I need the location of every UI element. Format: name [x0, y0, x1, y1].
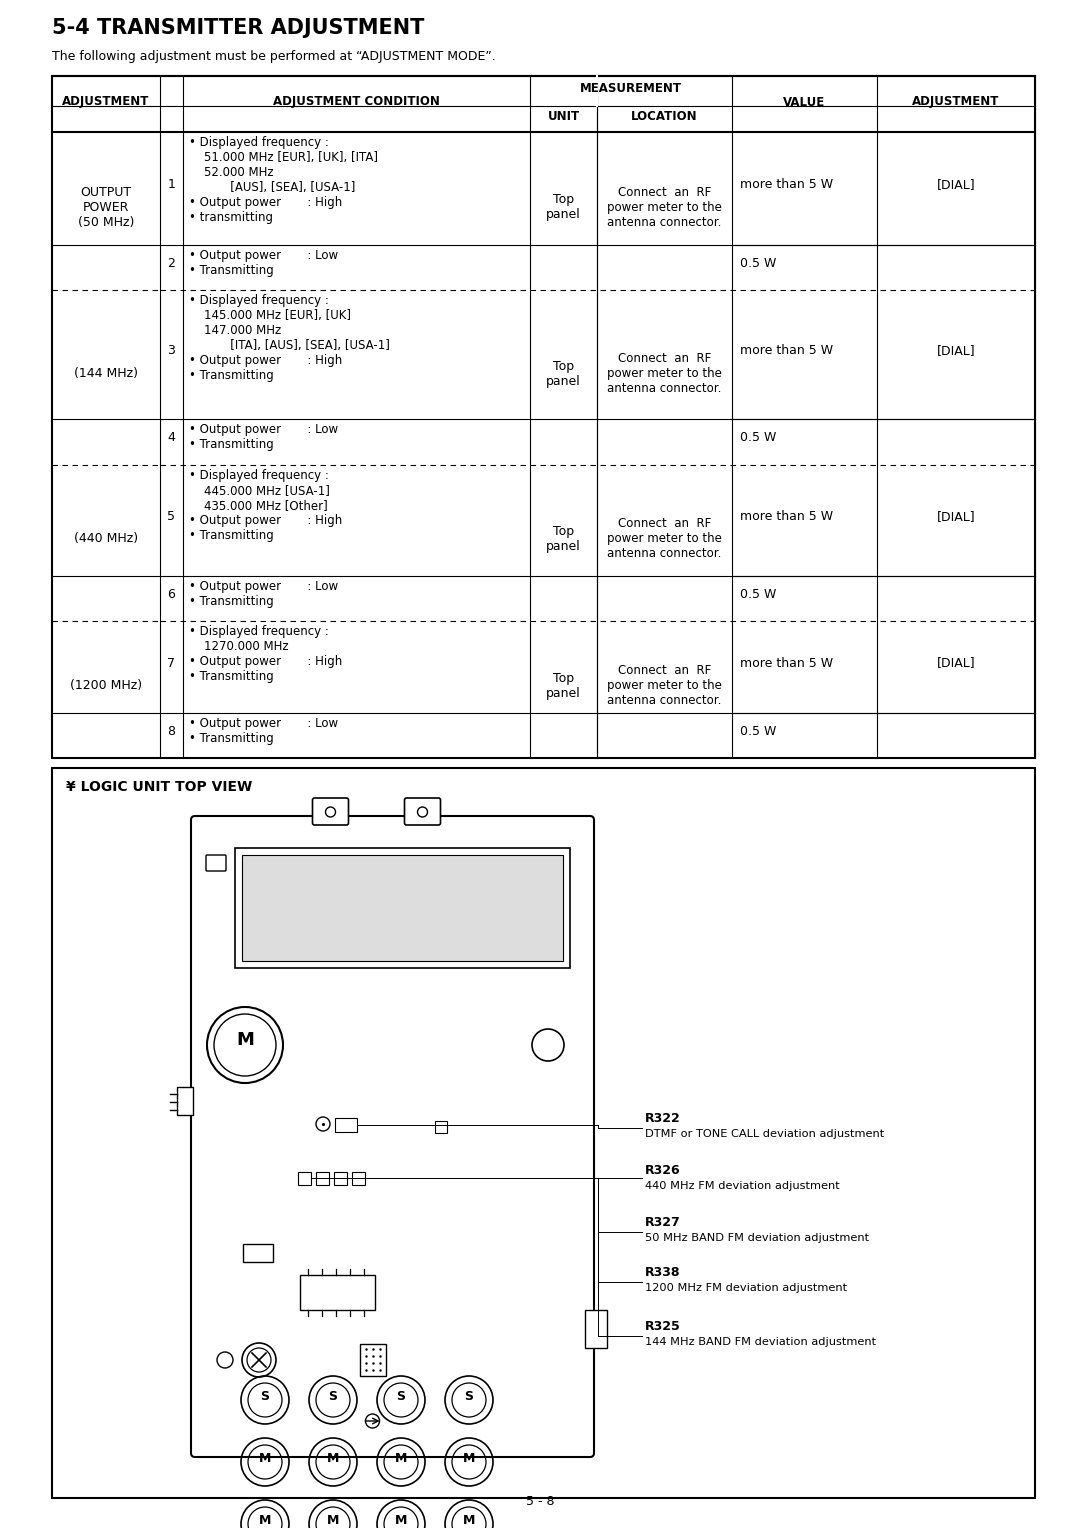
Text: S: S	[328, 1389, 337, 1403]
FancyBboxPatch shape	[312, 798, 349, 825]
Text: 6: 6	[167, 588, 175, 601]
Text: R327: R327	[645, 1216, 680, 1229]
Text: Top
panel: Top panel	[546, 672, 581, 700]
Bar	[360, 1345, 386, 1377]
Text: LOCATION: LOCATION	[631, 110, 698, 124]
Bar	[52, 76, 1035, 758]
Text: 5: 5	[167, 510, 175, 523]
Bar	[585, 1309, 607, 1348]
Text: more than 5 W: more than 5 W	[740, 344, 833, 358]
Text: • Output power       : Low
• Transmitting: • Output power : Low • Transmitting	[189, 581, 338, 608]
Text: S: S	[260, 1389, 270, 1403]
Text: 1200 MHz FM deviation adjustment: 1200 MHz FM deviation adjustment	[645, 1284, 847, 1293]
Bar	[435, 1122, 447, 1132]
Text: 1: 1	[167, 179, 175, 191]
Text: M: M	[327, 1452, 339, 1464]
FancyBboxPatch shape	[206, 856, 226, 871]
Text: 3: 3	[167, 344, 175, 358]
Text: Top
panel: Top panel	[546, 359, 581, 388]
Bar	[298, 1172, 311, 1186]
Text: Connect  an  RF
power meter to the
antenna connector.: Connect an RF power meter to the antenna…	[607, 518, 721, 561]
Text: [DIAL]: [DIAL]	[936, 344, 975, 358]
Bar	[243, 1244, 273, 1262]
Text: UNIT: UNIT	[548, 110, 580, 124]
Text: • Output power       : Low
• Transmitting: • Output power : Low • Transmitting	[189, 249, 338, 277]
Text: The following adjustment must be performed at “ADJUSTMENT MODE”.: The following adjustment must be perform…	[52, 50, 496, 63]
Text: M: M	[237, 1031, 254, 1050]
Text: S: S	[396, 1389, 405, 1403]
Text: M: M	[259, 1514, 271, 1526]
Bar	[177, 1086, 193, 1115]
Text: more than 5 W: more than 5 W	[740, 657, 833, 669]
Text: M: M	[463, 1452, 475, 1464]
Text: (144 MHz): (144 MHz)	[75, 367, 138, 380]
Text: M: M	[395, 1514, 407, 1526]
Text: M: M	[327, 1514, 339, 1526]
Bar	[52, 769, 1035, 1497]
Text: M: M	[259, 1452, 271, 1464]
Bar	[235, 848, 570, 969]
Text: (1200 MHz): (1200 MHz)	[70, 678, 143, 692]
Text: S: S	[464, 1389, 473, 1403]
Text: 7: 7	[167, 657, 175, 669]
Text: M: M	[463, 1514, 475, 1526]
Text: ADJUSTMENT: ADJUSTMENT	[63, 95, 150, 108]
Bar	[300, 1274, 375, 1309]
Text: more than 5 W: more than 5 W	[740, 510, 833, 523]
Text: [DIAL]: [DIAL]	[936, 510, 975, 523]
Text: 0.5 W: 0.5 W	[740, 431, 777, 445]
Text: 5-4 TRANSMITTER ADJUSTMENT: 5-4 TRANSMITTER ADJUSTMENT	[52, 18, 424, 38]
Text: • Displayed frequency :
    445.000 MHz [USA-1]
    435.000 MHz [Other]
• Output: • Displayed frequency : 445.000 MHz [USA…	[189, 469, 342, 541]
Text: Connect  an  RF
power meter to the
antenna connector.: Connect an RF power meter to the antenna…	[607, 351, 721, 396]
Text: 8: 8	[167, 724, 175, 738]
Text: 5 - 8: 5 - 8	[526, 1494, 554, 1508]
Text: 4: 4	[167, 431, 175, 445]
Bar	[335, 1118, 357, 1132]
Text: MEASUREMENT: MEASUREMENT	[580, 83, 681, 95]
Text: 440 MHz FM deviation adjustment: 440 MHz FM deviation adjustment	[645, 1181, 840, 1190]
Text: Connect  an  RF
power meter to the
antenna connector.: Connect an RF power meter to the antenna…	[607, 665, 721, 707]
Text: R338: R338	[645, 1267, 680, 1279]
Text: Top
panel: Top panel	[546, 526, 581, 553]
Text: VALUE: VALUE	[783, 95, 825, 108]
Bar	[316, 1172, 329, 1186]
Text: 50 MHz BAND FM deviation adjustment: 50 MHz BAND FM deviation adjustment	[645, 1233, 869, 1242]
Text: • Output power       : Low
• Transmitting: • Output power : Low • Transmitting	[189, 423, 338, 451]
FancyBboxPatch shape	[405, 798, 441, 825]
Text: OUTPUT
POWER
(50 MHz): OUTPUT POWER (50 MHz)	[78, 186, 134, 229]
Text: DTMF or TONE CALL deviation adjustment: DTMF or TONE CALL deviation adjustment	[645, 1129, 885, 1138]
Text: • Displayed frequency :
    1270.000 MHz
• Output power       : High
• Transmitt: • Displayed frequency : 1270.000 MHz • O…	[189, 625, 342, 683]
Text: ¥ LOGIC UNIT TOP VIEW: ¥ LOGIC UNIT TOP VIEW	[66, 779, 253, 795]
Text: • Displayed frequency :
    145.000 MHz [EUR], [UK]
    147.000 MHz
           [: • Displayed frequency : 145.000 MHz [EUR…	[189, 295, 390, 382]
Text: more than 5 W: more than 5 W	[740, 179, 833, 191]
Text: • Displayed frequency :
    51.000 MHz [EUR], [UK], [ITA]
    52.000 MHz
       : • Displayed frequency : 51.000 MHz [EUR]…	[189, 136, 378, 225]
Text: [DIAL]: [DIAL]	[936, 657, 975, 669]
Text: [DIAL]: [DIAL]	[936, 179, 975, 191]
Text: R326: R326	[645, 1164, 680, 1177]
Text: R322: R322	[645, 1112, 680, 1125]
Text: • Output power       : Low
• Transmitting: • Output power : Low • Transmitting	[189, 717, 338, 744]
Text: 0.5 W: 0.5 W	[740, 257, 777, 270]
Bar	[352, 1172, 365, 1186]
FancyBboxPatch shape	[191, 816, 594, 1458]
Text: R325: R325	[645, 1320, 680, 1332]
Text: ADJUSTMENT: ADJUSTMENT	[913, 95, 1000, 108]
Text: 0.5 W: 0.5 W	[740, 588, 777, 601]
Bar	[334, 1172, 347, 1186]
Text: Connect  an  RF
power meter to the
antenna connector.: Connect an RF power meter to the antenna…	[607, 186, 721, 229]
Text: (440 MHz): (440 MHz)	[73, 532, 138, 545]
Bar	[242, 856, 563, 961]
Text: Top
panel: Top panel	[546, 193, 581, 222]
Text: M: M	[395, 1452, 407, 1464]
Text: 144 MHz BAND FM deviation adjustment: 144 MHz BAND FM deviation adjustment	[645, 1337, 876, 1348]
Text: 2: 2	[167, 257, 175, 270]
Text: ADJUSTMENT CONDITION: ADJUSTMENT CONDITION	[273, 95, 440, 108]
Text: 0.5 W: 0.5 W	[740, 724, 777, 738]
